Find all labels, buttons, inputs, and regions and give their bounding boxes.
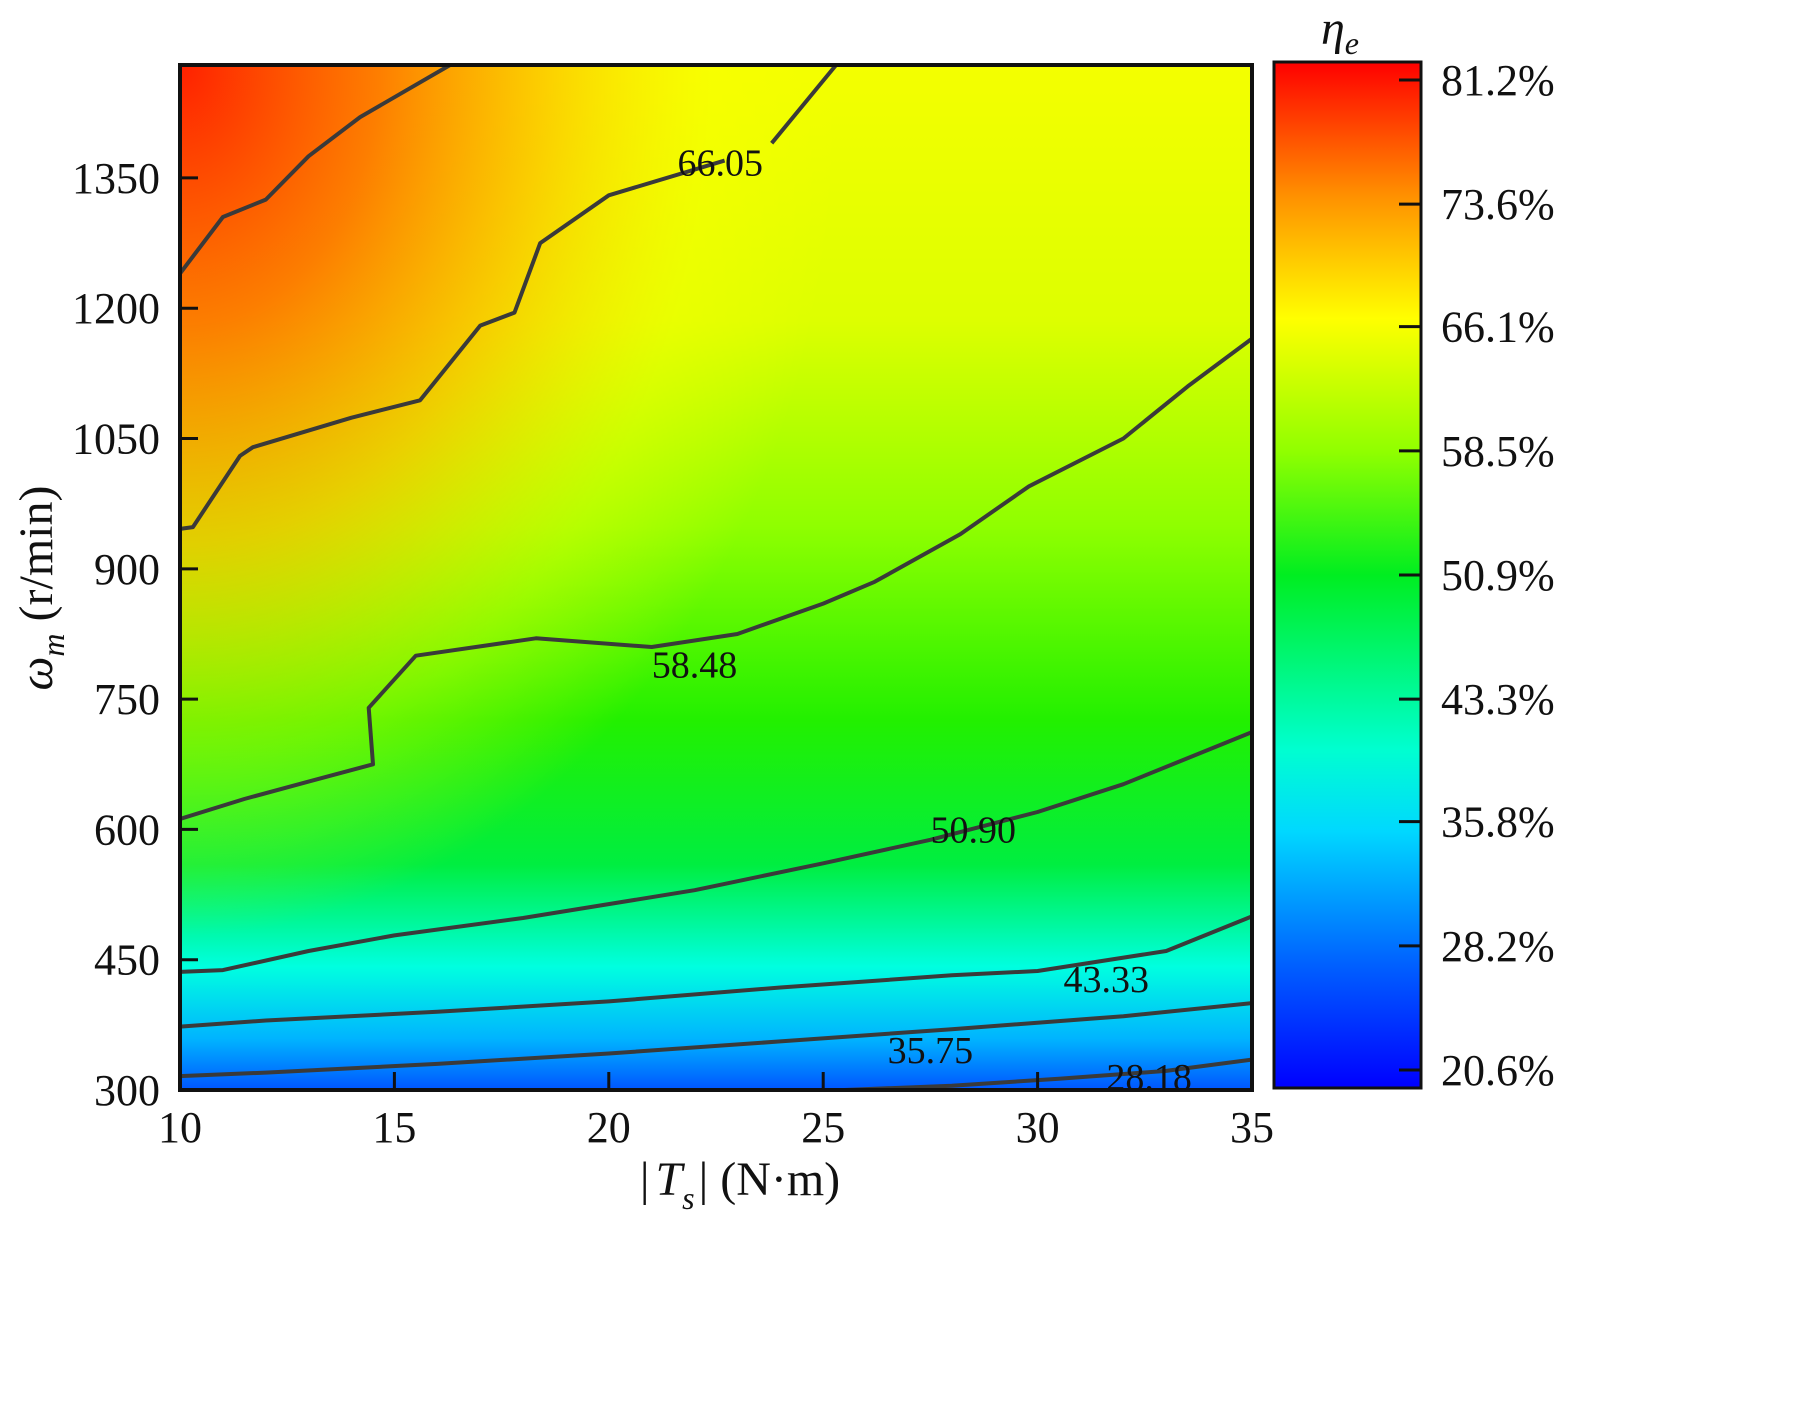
y-tick-label: 450: [94, 936, 160, 985]
x-axis-title-symbol: T: [655, 1153, 685, 1206]
plot-area: 66.05 58.48 50.90 43.33 35.75 28.18: [180, 65, 1252, 1099]
contour-line-43.33: [180, 914, 1252, 1029]
y-tick-label: 750: [94, 675, 160, 724]
y-tick-label: 1350: [72, 154, 160, 203]
y-axis-title-symbol: ω: [10, 657, 63, 691]
contour-label: 66.05: [678, 142, 764, 184]
x-tick-label: 20: [587, 1103, 631, 1152]
x-tick-label: 30: [1016, 1103, 1060, 1152]
x-tick-label: 35: [1230, 1103, 1274, 1152]
x-axis-title-subscript: s: [682, 1180, 694, 1216]
colorbar-tick-label: 28.2%: [1441, 922, 1555, 971]
contour-label: 50.90: [931, 809, 1017, 851]
y-tick-label: 1050: [72, 415, 160, 464]
contour-line-58.48: [180, 336, 1252, 821]
colorbar-title: ηe: [1321, 2, 1359, 61]
contour-line-28.18: [844, 1057, 1252, 1090]
contour-line-66.05: [180, 65, 452, 275]
y-axis-title-subscript: m: [35, 633, 71, 656]
colorbar-ticks: 81.2% 73.6% 66.1% 58.5% 50.9% 43.3% 35.8% 28.2%…: [1399, 56, 1555, 1095]
x-tick-label: 10: [158, 1103, 202, 1152]
contour-labels: 66.05 58.48 50.90 43.33 35.75 28.18: [652, 142, 1192, 1099]
plot-frame: [178, 63, 1254, 1092]
colorbar-title-symbol: η: [1321, 2, 1345, 55]
y-axis-ticks: 300 450 600 750 900 1050 1200 1350: [72, 154, 198, 1115]
colorbar-tick-label: 81.2%: [1441, 56, 1555, 105]
contour-label: 58.48: [652, 644, 738, 686]
x-axis-title-bar-left: |: [640, 1153, 650, 1206]
contour-label: 43.33: [1063, 959, 1149, 1001]
y-axis-title: ωm (r/min): [10, 486, 71, 691]
y-tick-label: 1200: [72, 284, 160, 333]
colorbar-fill: [1274, 62, 1421, 1088]
contour-line-50.90: [180, 730, 1252, 974]
contour-line-66.05: [770, 65, 838, 145]
y-tick-label: 300: [94, 1066, 160, 1115]
contour-label: 35.75: [888, 1030, 974, 1072]
x-axis-ticks: 10 15 20 25 30 35: [158, 1072, 1274, 1152]
x-tick-label: 15: [372, 1103, 416, 1152]
colorbar-tick-label: 58.5%: [1441, 427, 1555, 476]
y-tick-label: 600: [94, 805, 160, 854]
x-axis-title-bar-right: |: [699, 1153, 709, 1206]
contour-line-66.05: [180, 158, 726, 531]
colorbar-tick-label: 43.3%: [1441, 675, 1555, 724]
x-axis-title-unit: (N·m): [708, 1153, 840, 1206]
colorbar-tick-label: 50.9%: [1441, 551, 1555, 600]
colorbar-title-subscript: e: [1345, 25, 1359, 61]
x-axis-title: | Ts| (N·m): [640, 1153, 840, 1216]
x-tick-label: 25: [801, 1103, 845, 1152]
y-axis-title-unit: (r/min): [10, 486, 63, 634]
colorbar-tick-label: 20.6%: [1441, 1046, 1555, 1095]
colorbar-tick-label: 66.1%: [1441, 303, 1555, 352]
y-tick-label: 900: [94, 545, 160, 594]
colorbar-tick-label: 73.6%: [1441, 180, 1555, 229]
colorbar: 81.2% 73.6% 66.1% 58.5% 50.9% 43.3% 35.8% 28.2%…: [1272, 2, 1555, 1095]
contour-label: 28.18: [1106, 1057, 1192, 1099]
colorbar-tick-label: 35.8%: [1441, 798, 1555, 847]
contour-lines: [180, 65, 1252, 1090]
field-hot-region: [180, 65, 845, 937]
contour-line-35.75: [180, 1001, 1252, 1079]
